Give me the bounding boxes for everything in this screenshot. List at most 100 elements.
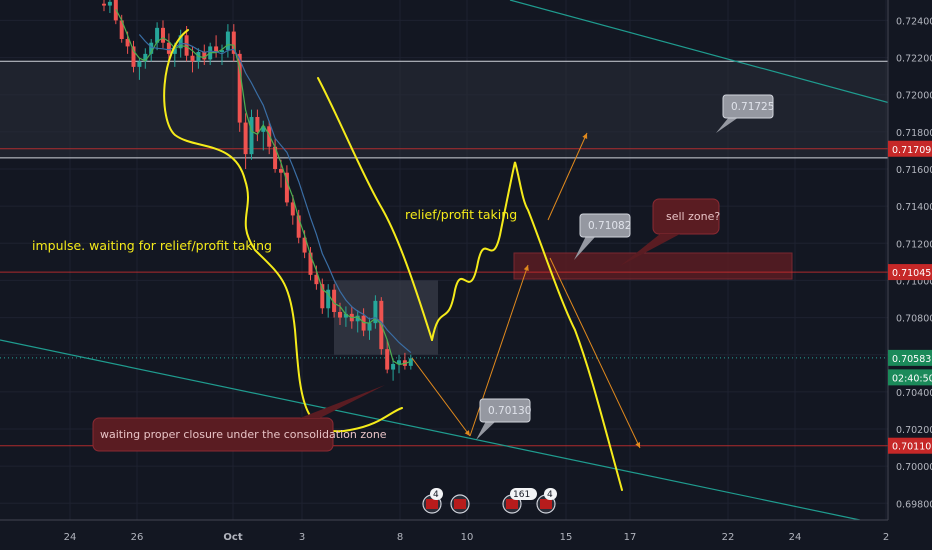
consolidation-zone: [334, 280, 438, 355]
relief-annotation: relief/profit taking: [405, 207, 517, 222]
price-tick-label: 0.71600: [896, 165, 932, 176]
candle-body: [172, 48, 177, 54]
candle-body: [231, 31, 236, 54]
sell-zone: [513, 252, 793, 280]
candle-body: [397, 360, 401, 364]
candle-body: [243, 122, 248, 155]
candle-body: [296, 215, 301, 238]
closure-note-text: waiting proper closure under the consoli…: [100, 428, 387, 441]
price-tick-label: 0.71200: [896, 239, 932, 250]
candle-body: [267, 126, 272, 147]
price-tick-label: 0.70800: [896, 314, 932, 325]
time-tick-label: 3: [299, 532, 305, 543]
time-axis-background: [0, 520, 888, 550]
candle-body: [202, 52, 207, 60]
candle-body: [361, 315, 366, 331]
time-tick-label: 10: [461, 532, 474, 543]
axis-price-label-box: [888, 437, 932, 454]
price-callout-text: 0.71725: [731, 101, 774, 113]
price-callout-text: 0.71082: [588, 220, 631, 232]
price-tick-label: 0.72400: [896, 16, 932, 27]
decline-line-drawing: [317, 77, 433, 341]
candle-body: [314, 274, 319, 285]
event-badge: 4: [536, 488, 557, 514]
flag-icon-stripe: [540, 499, 552, 509]
impulse-annotation: impulse. waiting for relief/profit takin…: [32, 238, 272, 253]
price-callout-box: [579, 213, 631, 238]
candle-body: [385, 349, 390, 370]
price-tick-label: 0.71400: [896, 202, 932, 213]
price-callout-pointer: [574, 236, 596, 260]
candle-body: [373, 300, 378, 324]
candle-body: [161, 27, 165, 43]
candle-body: [338, 312, 342, 318]
axis-price-label-text: 0.71045: [892, 268, 931, 279]
sell-zone-note-box: [652, 198, 720, 235]
time-tick-label: 24: [789, 532, 802, 543]
time-tick-label: 24: [64, 532, 77, 543]
price-tick-label: 0.70400: [896, 388, 932, 399]
event-count-badge: [510, 488, 537, 500]
axis-price-label-box: [888, 264, 932, 281]
candle-body: [290, 202, 295, 216]
candle-body: [332, 289, 337, 312]
arrow-down-to-support-head: [464, 430, 470, 436]
time-tick-label: 2: [883, 532, 889, 543]
moving-average-slow: [138, 34, 412, 354]
candle-body: [149, 42, 154, 54]
price-tick-label: 0.72200: [896, 54, 932, 65]
candle-body: [214, 46, 219, 52]
candle-body: [261, 126, 266, 132]
price-callout-box: [722, 94, 774, 119]
time-tick-label: Oct: [223, 532, 242, 543]
price-tick-label: 0.70200: [896, 425, 932, 436]
axis-price-label-text: 0.70583: [892, 354, 931, 365]
candle-body: [343, 313, 348, 318]
time-tick-label: 22: [722, 532, 735, 543]
candle-body: [367, 323, 372, 331]
event-count-text: 4: [547, 490, 553, 500]
candle-body: [225, 31, 230, 51]
candle-body: [249, 117, 254, 155]
sell-zone-note-pointer: [620, 234, 680, 266]
candle-body: [137, 61, 142, 67]
sell-zone-note-text: sell zone?: [666, 210, 720, 223]
price-tick-label: 0.70000: [896, 462, 932, 473]
event-badge: [450, 494, 470, 514]
price-levels: [0, 148, 888, 447]
flag-icon-stripe: [454, 499, 466, 509]
candle-body: [220, 50, 224, 52]
price-tick-label: 0.69800: [896, 499, 932, 510]
candle-body: [107, 1, 112, 6]
projection-drawing: [431, 161, 623, 491]
axis-price-label-text: 02:40:50: [892, 373, 932, 384]
arrow-up-to-target: [547, 132, 588, 221]
axis-price-label-box: [888, 140, 932, 157]
event-count-badge: [544, 488, 557, 500]
candle-body: [131, 46, 136, 67]
candle-body: [155, 27, 160, 43]
event-badge: 161: [502, 488, 537, 514]
candle-body: [166, 42, 171, 54]
flag-icon-stripe: [506, 499, 518, 509]
candle-body: [255, 117, 260, 132]
upper-trendline: [509, 0, 891, 104]
arrow-down-to-target-head: [635, 442, 641, 448]
event-count-text: 4: [433, 490, 439, 500]
candle-body: [302, 237, 307, 253]
price-callout-text: 0.70130: [488, 405, 531, 417]
price-callout-box: [479, 398, 531, 423]
axis-price-label-text: 0.71709: [892, 145, 931, 156]
candle-body: [125, 39, 130, 47]
candle-body: [284, 172, 289, 203]
candle-body: [279, 169, 283, 173]
axis-price-label-text: 0.70110: [892, 442, 931, 453]
event-count-badge: [430, 488, 443, 500]
candles: [102, 0, 413, 381]
lower-trendline: [0, 339, 861, 521]
time-tick-label: 17: [624, 532, 637, 543]
price-tick-label: 0.71800: [896, 128, 932, 139]
moving-average-fast: [115, 9, 411, 366]
axis-price-label-box: [888, 369, 932, 386]
